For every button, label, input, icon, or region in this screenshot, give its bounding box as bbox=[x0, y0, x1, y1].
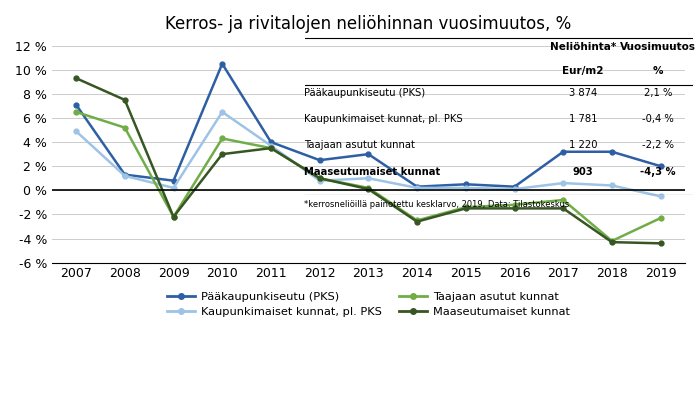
Text: -4,3 %: -4,3 % bbox=[640, 168, 676, 177]
Text: -0,4 %: -0,4 % bbox=[642, 114, 674, 124]
Text: *kerrosneliöillä painotettu kesklarvo, 2019, Data: Tilastokeskus: *kerrosneliöillä painotettu kesklarvo, 2… bbox=[304, 200, 570, 209]
Text: %: % bbox=[653, 66, 664, 76]
Text: 3 874: 3 874 bbox=[569, 88, 597, 98]
Text: 1 781: 1 781 bbox=[569, 114, 598, 124]
Text: Taajaan asutut kunnat: Taajaan asutut kunnat bbox=[304, 140, 415, 150]
Text: Maaseutumaiset kunnat: Maaseutumaiset kunnat bbox=[304, 168, 441, 177]
Text: 1 220: 1 220 bbox=[569, 140, 598, 150]
Text: Kaupunkimaiset kunnat, pl. PKS: Kaupunkimaiset kunnat, pl. PKS bbox=[304, 114, 463, 124]
Text: Neliöhinta*: Neliöhinta* bbox=[550, 41, 617, 52]
Text: 903: 903 bbox=[573, 168, 594, 177]
Legend: Pääkaupunkiseutu (PKS), Kaupunkimaiset kunnat, pl. PKS, Taajaan asutut kunnat, M: Pääkaupunkiseutu (PKS), Kaupunkimaiset k… bbox=[162, 287, 575, 322]
Text: 2,1 %: 2,1 % bbox=[644, 88, 672, 98]
Title: Kerros- ja rivitalojen neliöhinnan vuosimuutos, %: Kerros- ja rivitalojen neliöhinnan vuosi… bbox=[165, 15, 571, 33]
Text: Pääkaupunkiseutu (PKS): Pääkaupunkiseutu (PKS) bbox=[304, 88, 426, 98]
Text: Vuosimuutos: Vuosimuutos bbox=[620, 41, 696, 52]
Text: -2,2 %: -2,2 % bbox=[642, 140, 674, 150]
Text: Eur/m2: Eur/m2 bbox=[563, 66, 604, 76]
